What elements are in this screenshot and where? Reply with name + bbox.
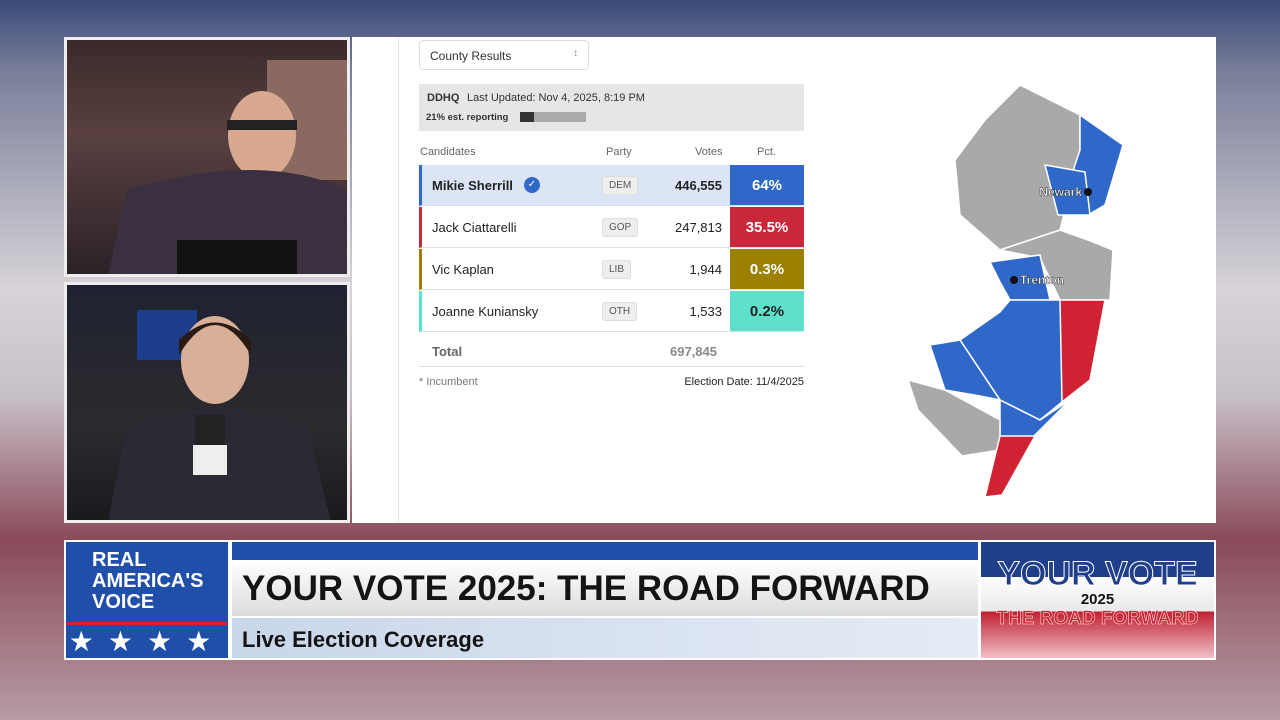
show-logo: YOUR VOTE 2025 THE ROAD FORWARD	[981, 542, 1214, 658]
logo-line: VOICE	[92, 591, 155, 613]
logo-line: THE ROAD FORWARD	[996, 608, 1199, 630]
party: GOP	[602, 218, 639, 237]
header: Votes	[695, 146, 723, 158]
pct: 0.2%	[730, 291, 804, 331]
pct: 64%	[730, 165, 804, 205]
result-row: Jack Ciattarelli GOP 247,813 35.5%	[419, 207, 804, 248]
header: Party	[606, 146, 632, 158]
network-name: REAL AMERICA'S VOICE	[92, 550, 203, 613]
result-row: Vic Kaplan LIB 1,944 0.3%	[419, 249, 804, 290]
reporting-text: 21% est. reporting	[426, 112, 509, 123]
party: DEM	[602, 176, 639, 195]
votes: 1,944	[689, 262, 722, 277]
logo-line: AMERICA'S	[92, 570, 204, 592]
total-label: Total	[432, 344, 463, 359]
votes: 1,533	[689, 304, 722, 319]
verified-badge: ✓	[524, 177, 540, 193]
banner: REAL AMERICA'S VOICE ★★★★ YOUR VOTE 2025…	[64, 540, 1216, 660]
results-panel: County Results ↕ DDHQ Last Updated: Nov …	[352, 37, 1216, 523]
updated: Last Updated: Nov 4, 2025, 8:19 PM	[467, 92, 645, 104]
host-figure	[108, 60, 347, 274]
party: OTH	[602, 302, 638, 321]
votes: 247,813	[675, 220, 722, 235]
logo-line: REAL	[92, 549, 147, 571]
source: DDHQ	[427, 92, 460, 104]
status-box: DDHQ Last Updated: Nov 4, 2025, 8:19 PM …	[419, 84, 804, 131]
pct: 0.3%	[730, 249, 804, 289]
video-reporter	[64, 282, 350, 523]
county-select[interactable]: County Results ↕	[419, 40, 589, 70]
header: Candidates	[420, 146, 476, 158]
network-logo: REAL AMERICA'S VOICE ★★★★	[66, 542, 228, 658]
footnote: * Incumbent	[419, 376, 478, 388]
pct: 35.5%	[730, 207, 804, 247]
city-label: Trenton	[1020, 273, 1064, 287]
banner-title: YOUR VOTE 2025: THE ROAD FORWARD	[242, 569, 930, 608]
title-bar: YOUR VOTE 2025: THE ROAD FORWARD	[232, 542, 978, 616]
candidate: Mikie Sherrill	[432, 178, 513, 193]
reporting-track	[520, 112, 586, 122]
stars: ★★★★	[66, 622, 228, 658]
reporting-bar	[520, 112, 534, 122]
logo-line: 2025	[1080, 591, 1115, 608]
candidate: Vic Kaplan	[432, 262, 494, 277]
subtitle-bar: Live Election Coverage	[232, 618, 978, 658]
divider	[398, 37, 399, 523]
party: LIB	[602, 260, 632, 279]
reporter-figure	[108, 310, 331, 520]
total: 697,845	[670, 344, 717, 359]
result-row: Joanne Kuniansky OTH 1,533 0.2%	[419, 291, 804, 332]
result-row: Mikie Sherrill ✓ DEM 446,555 64%	[419, 165, 804, 206]
video-host	[64, 37, 350, 277]
city-label: Newark	[1039, 185, 1082, 199]
county-map: Newark Trenton	[906, 84, 1124, 498]
candidate: Joanne Kuniansky	[432, 304, 539, 319]
select-label: County Results	[430, 49, 512, 63]
header: Pct.	[757, 146, 776, 158]
rule	[419, 366, 804, 367]
election-date: Election Date: 11/4/2025	[684, 376, 804, 388]
banner-subtitle: Live Election Coverage	[242, 627, 485, 652]
candidate: Jack Ciattarelli	[432, 220, 517, 235]
votes: 446,555	[675, 178, 722, 193]
logo-line: YOUR VOTE	[997, 555, 1198, 593]
select-arrow: ↕	[573, 48, 578, 59]
